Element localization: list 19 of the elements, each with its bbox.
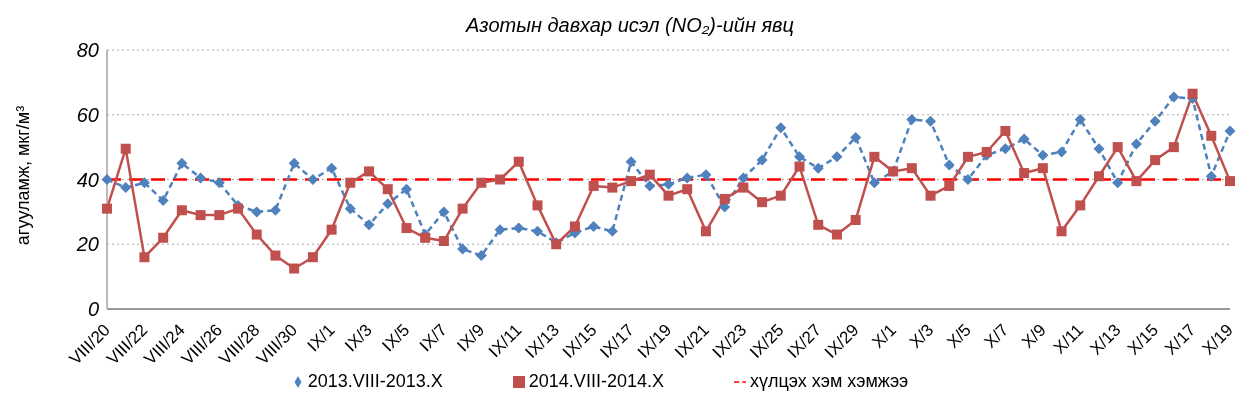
y-tick-label: 20 bbox=[75, 233, 99, 256]
y-axis-title: агууламж, мкг/м³ bbox=[13, 105, 35, 245]
x-tick-label: X/7 bbox=[980, 320, 1013, 352]
y-tick-label: 80 bbox=[76, 39, 99, 62]
x-tick-label: IX/9 bbox=[453, 320, 489, 356]
x-tick-label: X/1 bbox=[868, 320, 900, 352]
x-tick-label: X/5 bbox=[943, 320, 975, 352]
x-tick-label: IX/1 bbox=[303, 320, 339, 356]
x-tick-label: X/3 bbox=[905, 320, 938, 352]
legend-label: 2013.VIII-2013.X bbox=[307, 371, 443, 391]
chart-title: Азотын давхар исэл (NO₂)-ийн явц bbox=[464, 14, 795, 37]
x-tick-label: IX/5 bbox=[378, 320, 414, 356]
x-tick-label: X/9 bbox=[1018, 320, 1050, 352]
x-tick-label: IX/3 bbox=[341, 320, 376, 356]
legend-label: хүлцэх хэм хэмжээ bbox=[749, 371, 909, 391]
y-tick-label: 0 bbox=[87, 298, 99, 321]
y-tick-label: 40 bbox=[76, 168, 99, 191]
y-tick-label: 60 bbox=[76, 103, 99, 126]
legend-label: 2014.VIII-2014.X bbox=[528, 371, 664, 391]
